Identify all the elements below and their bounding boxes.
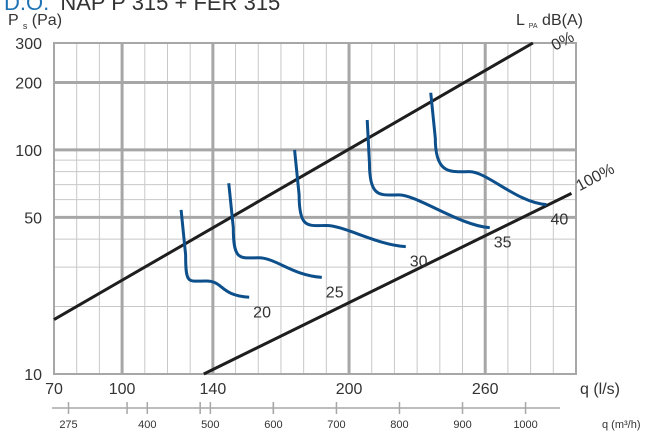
noise-curve-label: 20 xyxy=(253,304,271,321)
system-line xyxy=(203,192,573,376)
noise-curve xyxy=(293,149,406,249)
y-tick-labels: 10 50 100 200 300 xyxy=(15,36,42,384)
secondary-x-ticks: 275 400 500 600 700 800 900 1000 xyxy=(59,402,538,431)
secondary-tick-label: 500 xyxy=(201,419,219,431)
y-tick-label: 100 xyxy=(15,143,42,160)
noise-curve xyxy=(429,92,547,207)
x-tick-label: 200 xyxy=(336,381,363,398)
system-line xyxy=(53,41,534,321)
y-axis-label-unit: (Pa) xyxy=(32,12,62,29)
y-axis-label: P s (Pa) xyxy=(8,12,62,33)
secondary-tick-label: 700 xyxy=(327,419,345,431)
noise-curve xyxy=(227,183,322,279)
chart-title-rest: NAP P 315 + FER 315 xyxy=(60,0,280,15)
system-line-label: 100% xyxy=(573,161,617,195)
secondary-tick-label: 1000 xyxy=(513,419,537,431)
secondary-tick-label: 600 xyxy=(264,419,282,431)
chart-title: D.O. NAP P 315 + FER 315 xyxy=(4,0,280,15)
x-tick-label: 140 xyxy=(200,381,227,398)
secondary-tick-label: 275 xyxy=(59,419,77,431)
x-tick-label: 70 xyxy=(45,381,63,398)
y-tick-label: 200 xyxy=(15,75,42,92)
noise-curve-label: 25 xyxy=(326,284,344,301)
x-tick-labels: 70 100 140 200 260 xyxy=(45,381,499,398)
secondary-tick-label: 400 xyxy=(138,419,156,431)
noise-curve-label: 40 xyxy=(550,212,568,229)
noise-header-unit: dB(A) xyxy=(542,12,583,29)
y-tick-label: 300 xyxy=(15,36,42,53)
y-tick-label: 10 xyxy=(24,367,42,384)
noise-curve-label: 35 xyxy=(494,235,512,252)
y-axis-label-sub: s xyxy=(23,21,28,31)
noise-level-header: L PA dB(A) xyxy=(516,12,583,32)
secondary-tick-label: 800 xyxy=(390,419,408,431)
secondary-tick-label: 900 xyxy=(453,419,471,431)
secondary-axis-label: q (m³/h) xyxy=(602,419,641,431)
noise-curve xyxy=(365,119,490,230)
noise-header-main: L xyxy=(516,12,525,29)
noise-curve-label: 30 xyxy=(410,254,428,271)
x-tick-label: 260 xyxy=(472,381,499,398)
noise-curves: 20 25 30 35 40 xyxy=(179,92,568,321)
y-tick-label: 50 xyxy=(24,210,42,227)
x-axis-label: q (l/s) xyxy=(580,381,620,398)
chart-title-prefix: D.O. xyxy=(4,0,49,15)
noise-header-sub: PA xyxy=(529,23,538,30)
grid xyxy=(54,43,576,374)
x-tick-label: 100 xyxy=(109,381,136,398)
y-axis-label-main: P xyxy=(8,12,18,29)
plot-frame xyxy=(53,42,577,375)
noise-curve xyxy=(179,209,250,299)
